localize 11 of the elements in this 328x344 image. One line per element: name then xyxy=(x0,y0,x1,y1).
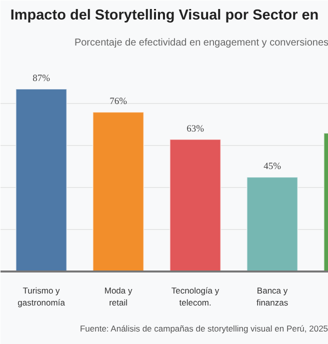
chart-subtitle: Porcentaje de efectividad en engagement y conversiones xyxy=(74,38,328,48)
data-label: 87% xyxy=(32,74,50,84)
x-tick-label: Tecnología y telecom. xyxy=(171,286,220,308)
data-label: 45% xyxy=(264,162,282,172)
data-label: 76% xyxy=(110,97,128,108)
x-tick-label: Turismo y gastronomía xyxy=(18,286,66,308)
x-tick-label: Banca y finanzas xyxy=(256,286,288,308)
source-note: Fuente: Análisis de campañas de storytelling visual en Perú, 2025 xyxy=(80,324,328,334)
x-tick-label: Moda y retail xyxy=(104,286,133,308)
chart-title: Impacto del Storytelling Visual por Sector en xyxy=(10,8,319,24)
data-label: 63% xyxy=(186,124,204,134)
